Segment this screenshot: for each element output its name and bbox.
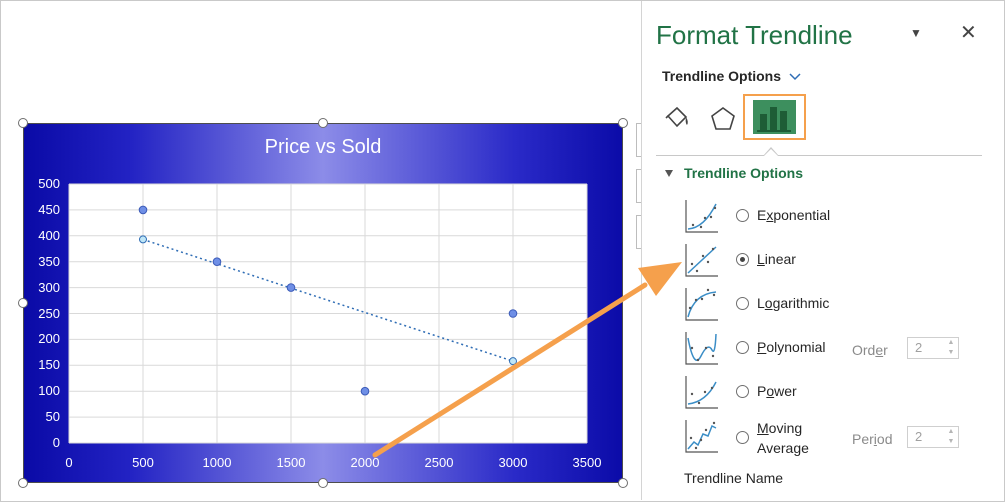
trendline-options-chart-icon — [753, 100, 796, 134]
chart-svg — [68, 183, 588, 444]
resize-handle-bottom[interactable] — [318, 478, 328, 488]
order-label: Order — [852, 342, 888, 358]
format-trendline-pane: Format Trendline ▼ ✕ Trendline Options — [641, 0, 1004, 500]
resize-handle-left[interactable] — [18, 298, 28, 308]
radio-moving-average[interactable] — [736, 431, 749, 444]
tabs-divider — [656, 155, 982, 156]
y-tick-label: 100 — [38, 383, 60, 399]
x-tick-label: 1500 — [276, 455, 306, 470]
exponential-thumbnail-icon — [685, 200, 718, 233]
chart-area[interactable]: Price vs Sold 0 50 100 150 200 250 300 350 400 45… — [23, 123, 623, 483]
option-logarithmic[interactable]: Logarithmic — [684, 286, 984, 326]
section-title[interactable]: Trendline Options — [684, 165, 804, 181]
label-moving-average: Moving Average — [757, 418, 809, 458]
x-tick-label: 2000 — [350, 455, 380, 470]
y-tick-label: 250 — [38, 305, 60, 321]
effects-pentagon-icon[interactable] — [708, 104, 738, 139]
data-point[interactable] — [286, 283, 296, 292]
options-category-label: Trendline Options — [662, 68, 782, 84]
chevron-down-icon — [789, 68, 801, 84]
order-value: 2 — [915, 340, 923, 355]
label-logarithmic: Logarithmic — [757, 295, 830, 311]
data-point[interactable] — [138, 205, 148, 215]
label-moving-average-line1: Moving — [757, 420, 803, 436]
label-polynomial: Polynomial — [757, 339, 826, 355]
y-tick-label: 150 — [38, 357, 60, 373]
y-tick-label: 0 — [52, 435, 60, 450]
label-exponential: Exponential — [757, 207, 831, 223]
option-power[interactable]: Power — [684, 374, 984, 414]
logarithmic-thumbnail-icon — [685, 288, 718, 321]
option-polynomial[interactable]: Polynomial — [684, 330, 984, 370]
y-tick-label: 350 — [38, 253, 60, 269]
resize-handle-top-left[interactable] — [18, 118, 28, 128]
y-tick-label: 200 — [38, 331, 60, 347]
order-spinner[interactable]: 2 ▲ ▼ — [907, 337, 959, 359]
order-spinner-arrows[interactable]: ▲ ▼ — [947, 339, 955, 356]
period-label: Period — [852, 431, 893, 447]
trendline-endpoint-handle[interactable] — [139, 235, 147, 244]
radio-exponential[interactable] — [736, 209, 749, 222]
label-moving-average-line2: Average — [757, 440, 809, 456]
resize-handle-bottom-right[interactable] — [618, 478, 628, 488]
options-category-dropdown[interactable]: Trendline Options — [662, 68, 801, 84]
y-tick-label: 400 — [38, 227, 60, 243]
y-tick-label: 50 — [45, 409, 60, 425]
data-point[interactable] — [360, 386, 370, 396]
radio-logarithmic[interactable] — [736, 297, 749, 310]
x-tick-label: 2500 — [424, 455, 454, 470]
trendline-endpoint-handle[interactable] — [509, 357, 517, 366]
collapse-triangle-icon[interactable] — [665, 170, 673, 177]
data-point[interactable] — [212, 257, 222, 266]
trendline-name-label: Trendline Name — [684, 470, 784, 486]
resize-handle-top[interactable] — [318, 118, 328, 128]
power-thumbnail-icon — [685, 376, 718, 409]
pane-options-dropdown-icon[interactable]: ▼ — [910, 26, 922, 40]
resize-handle-top-right[interactable] — [618, 118, 628, 128]
radio-power[interactable] — [736, 385, 749, 398]
option-moving-average[interactable]: Moving Average — [684, 418, 984, 458]
polynomial-thumbnail-icon — [685, 332, 718, 365]
x-tick-label: 500 — [132, 455, 154, 470]
linear-thumbnail-icon — [685, 244, 718, 277]
label-linear: Linear — [757, 251, 796, 267]
resize-handle-bottom-left[interactable] — [18, 478, 28, 488]
radio-polynomial[interactable] — [736, 341, 749, 354]
chart-title[interactable]: Price vs Sold — [264, 136, 382, 158]
label-power: Power — [757, 383, 797, 399]
period-spinner-arrows[interactable]: ▲ ▼ — [947, 428, 955, 445]
period-value: 2 — [915, 429, 923, 444]
x-tick-label: 1000 — [202, 455, 232, 470]
y-tick-label: 500 — [38, 176, 60, 191]
x-tick-label: 3000 — [498, 455, 528, 470]
y-tick-label: 450 — [38, 201, 60, 217]
option-exponential[interactable]: Exponential — [684, 198, 984, 238]
x-tick-label: 3500 — [572, 455, 602, 470]
y-tick-label: 300 — [38, 279, 60, 295]
pane-title: Format Trendline — [656, 20, 853, 50]
tab-pointer-inner — [764, 149, 778, 156]
option-linear[interactable]: Linear — [684, 242, 984, 282]
moving-average-thumbnail-icon — [685, 420, 718, 453]
fill-line-icon[interactable] — [662, 104, 692, 139]
data-point[interactable] — [508, 309, 518, 318]
x-tick-label: 0 — [65, 455, 73, 470]
period-spinner[interactable]: 2 ▲ ▼ — [907, 426, 959, 448]
radio-linear[interactable] — [736, 253, 749, 266]
close-icon[interactable]: ✕ — [960, 22, 977, 44]
trendline-options-tab[interactable] — [743, 94, 806, 140]
